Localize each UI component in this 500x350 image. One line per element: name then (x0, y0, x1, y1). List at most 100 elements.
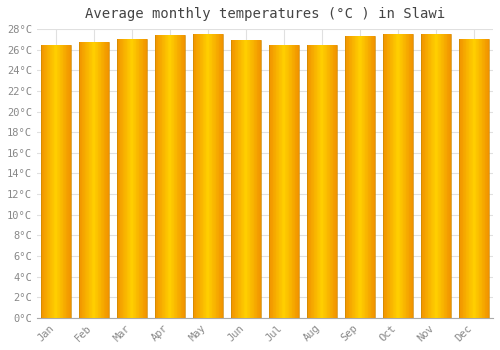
Bar (442, 34, 443, 318)
Bar (392, 34, 394, 318)
Bar (272, 44, 274, 318)
Bar (390, 34, 391, 318)
Bar (66, 44, 67, 318)
Bar (464, 39, 465, 318)
Bar (214, 34, 216, 318)
Bar (246, 40, 248, 318)
Bar (106, 42, 107, 318)
Bar (84, 42, 86, 318)
Bar (245, 40, 246, 318)
Bar (118, 39, 119, 318)
Bar (221, 34, 222, 318)
Bar (406, 34, 407, 318)
Bar (460, 39, 461, 318)
Bar (270, 44, 271, 318)
Bar (121, 39, 122, 318)
Bar (70, 44, 71, 318)
Bar (445, 34, 446, 318)
Bar (362, 36, 363, 318)
Bar (482, 39, 483, 318)
Bar (208, 34, 210, 318)
Bar (466, 39, 467, 318)
Bar (459, 39, 460, 318)
Bar (351, 36, 352, 318)
Bar (97, 42, 98, 318)
Bar (462, 39, 464, 318)
Bar (104, 42, 105, 318)
Bar (154, 35, 156, 318)
Bar (108, 42, 109, 318)
Bar (59, 44, 60, 318)
Bar (48, 44, 49, 318)
Bar (282, 44, 283, 318)
Bar (182, 35, 183, 318)
Bar (56, 44, 58, 318)
Bar (353, 36, 354, 318)
Bar (230, 40, 232, 318)
Bar (45, 44, 46, 318)
Bar (132, 39, 134, 318)
Bar (83, 42, 84, 318)
Bar (237, 40, 238, 318)
Bar (293, 44, 294, 318)
Bar (315, 44, 316, 318)
Bar (430, 34, 432, 318)
Bar (240, 40, 242, 318)
Bar (440, 34, 442, 318)
Bar (391, 34, 392, 318)
Bar (87, 42, 88, 318)
Bar (207, 34, 208, 318)
Bar (296, 44, 297, 318)
Bar (170, 35, 172, 318)
Bar (468, 39, 469, 318)
Bar (369, 36, 370, 318)
Bar (402, 34, 404, 318)
Bar (50, 44, 51, 318)
Bar (243, 40, 244, 318)
Bar (364, 36, 366, 318)
Bar (396, 34, 397, 318)
Bar (46, 44, 48, 318)
Bar (68, 44, 70, 318)
Bar (217, 34, 218, 318)
Bar (410, 34, 411, 318)
Bar (429, 34, 430, 318)
Bar (145, 39, 146, 318)
Bar (278, 44, 280, 318)
Bar (422, 34, 423, 318)
Bar (276, 44, 277, 318)
Bar (358, 36, 359, 318)
Bar (137, 39, 138, 318)
Bar (163, 35, 164, 318)
Bar (162, 35, 163, 318)
Bar (103, 42, 104, 318)
Bar (250, 40, 251, 318)
Bar (320, 44, 321, 318)
Bar (130, 39, 131, 318)
Bar (201, 34, 202, 318)
Bar (142, 39, 144, 318)
Bar (308, 44, 309, 318)
Bar (62, 44, 64, 318)
Bar (213, 34, 214, 318)
Bar (168, 35, 169, 318)
Bar (82, 42, 83, 318)
Bar (204, 34, 205, 318)
Bar (465, 39, 466, 318)
Bar (172, 35, 173, 318)
Bar (233, 40, 234, 318)
Bar (363, 36, 364, 318)
Bar (61, 44, 62, 318)
Bar (128, 39, 129, 318)
Bar (198, 34, 199, 318)
Bar (80, 42, 81, 318)
Bar (437, 34, 438, 318)
Bar (125, 39, 126, 318)
Bar (474, 39, 475, 318)
Bar (277, 44, 278, 318)
Bar (58, 44, 59, 318)
Bar (91, 42, 92, 318)
Bar (140, 39, 141, 318)
Bar (54, 44, 55, 318)
Bar (131, 39, 132, 318)
